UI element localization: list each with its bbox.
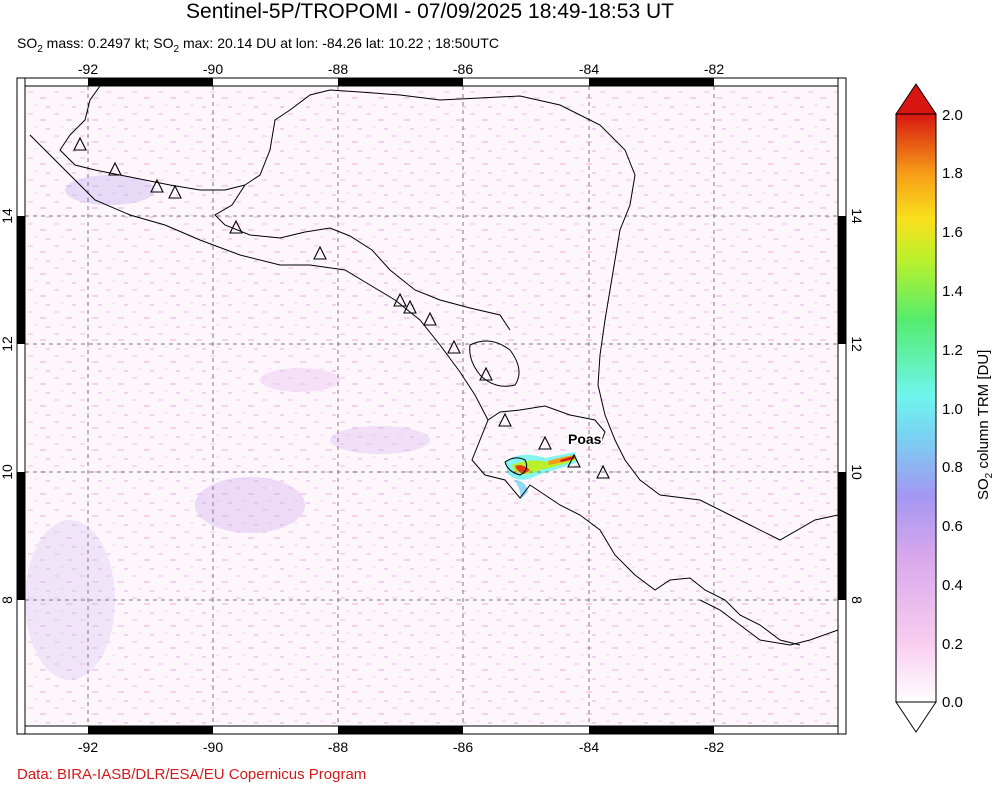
volcano-icon: [423, 311, 437, 326]
volcano-icon: [73, 136, 87, 151]
colorbar-tick: 0.4: [942, 577, 963, 594]
lat-tick: 8: [849, 596, 865, 604]
lat-tick: 8: [0, 596, 15, 604]
colorbar: 2.0 1.8 1.6 1.4 1.2 1.0 0.8 0.6 0.4 0.2 …: [895, 83, 993, 733]
colorbar-tick: 1.4: [942, 283, 963, 300]
data-credit: Data: BIRA-IASB/DLR/ESA/EU Copernicus Pr…: [17, 766, 367, 783]
colorbar-title-sub: 2: [984, 472, 993, 478]
colorbar-ticks: 2.0 1.8 1.6 1.4 1.2 1.0 0.8 0.6 0.4 0.2 …: [942, 107, 963, 711]
volcano-icon: [538, 435, 552, 450]
map-panel: [25, 86, 838, 726]
volcano-markers: [73, 136, 610, 479]
lon-tick: -84: [579, 739, 599, 755]
volcano-icon: [313, 245, 327, 260]
lon-tick: -88: [328, 739, 348, 755]
colorbar-title-prefix: SO: [975, 478, 992, 500]
volcano-icon: [479, 366, 493, 381]
colorbar-max-arrow-icon: [895, 83, 937, 115]
subtitle: SO2 mass: 0.2497 kt; SO2 max: 20.14 DU a…: [17, 35, 499, 55]
volcano-icon: [596, 464, 610, 479]
volcano-icon: [567, 453, 581, 468]
lon-tick: -86: [453, 61, 473, 77]
graticule: [25, 86, 838, 726]
volcano-icon: [108, 161, 122, 176]
lat-ticks-left: 14 12 10 8: [0, 208, 15, 604]
lon-tick: -92: [78, 739, 98, 755]
volcano-icon: [229, 219, 243, 234]
volcano-label-halo: Poas: [568, 431, 602, 447]
lat-tick: 14: [849, 208, 865, 224]
colorbar-tick: 0.6: [942, 518, 963, 535]
volcano-icon: [150, 178, 164, 193]
colorbar-tick: 2.0: [942, 107, 963, 124]
colorbar-tick: 0.8: [942, 459, 963, 476]
subtitle-mass-prefix: SO: [17, 35, 38, 51]
lat-tick: 10: [849, 464, 865, 480]
subtitle-max-text: max: 20.14 DU at lon: -84.26 lat: 10.22 …: [179, 35, 499, 51]
colorbar-tick: 1.0: [942, 401, 963, 418]
subtitle-max-sub: 2: [173, 43, 180, 55]
lon-tick: -92: [78, 61, 98, 77]
axis-scale-bars: [16, 77, 847, 735]
lat-tick: 14: [0, 208, 15, 224]
colorbar-title: SO2 column TRM [DU]: [975, 350, 993, 500]
lon-tick: -82: [704, 739, 724, 755]
volcano-icon: [393, 292, 407, 307]
lon-tick: -90: [203, 739, 223, 755]
volcano-icon: [403, 299, 417, 314]
lon-tick: -84: [579, 61, 599, 77]
colorbar-scale: [895, 113, 937, 703]
page-title: Sentinel-5P/TROPOMI - 07/09/2025 18:49-1…: [186, 0, 674, 23]
volcano-label: Poas: [568, 431, 602, 447]
lat-tick: 12: [849, 336, 865, 352]
volcano-icon: [498, 412, 512, 427]
lon-tick: -86: [453, 739, 473, 755]
lon-tick: -88: [328, 61, 348, 77]
colorbar-title-text: column TRM [DU]: [975, 350, 992, 473]
colorbar-tick: 1.2: [942, 342, 963, 359]
colorbar-tick: 0.2: [942, 636, 963, 653]
volcano-icon: [168, 184, 182, 199]
colorbar-min-arrow-icon: [895, 701, 937, 733]
subtitle-mass-sub: 2: [37, 43, 43, 55]
lat-tick: 12: [0, 336, 15, 352]
lon-tick: -82: [704, 61, 724, 77]
coastlines: [29, 85, 839, 646]
lon-tick: -90: [203, 61, 223, 77]
lat-ticks-right: 14 12 10 8: [849, 208, 865, 604]
colorbar-tick: 1.6: [942, 224, 963, 241]
subtitle-mass-text: mass: 0.2497 kt; SO: [42, 35, 174, 51]
lat-tick: 10: [0, 464, 15, 480]
lon-ticks-top: -92 -90 -88 -86 -84 -82: [78, 61, 724, 77]
lon-ticks-bottom: -92 -90 -88 -86 -84 -82: [78, 739, 724, 755]
volcano-icon: [447, 339, 461, 354]
colorbar-tick: 0.0: [942, 694, 963, 711]
colorbar-tick: 1.8: [942, 165, 963, 182]
